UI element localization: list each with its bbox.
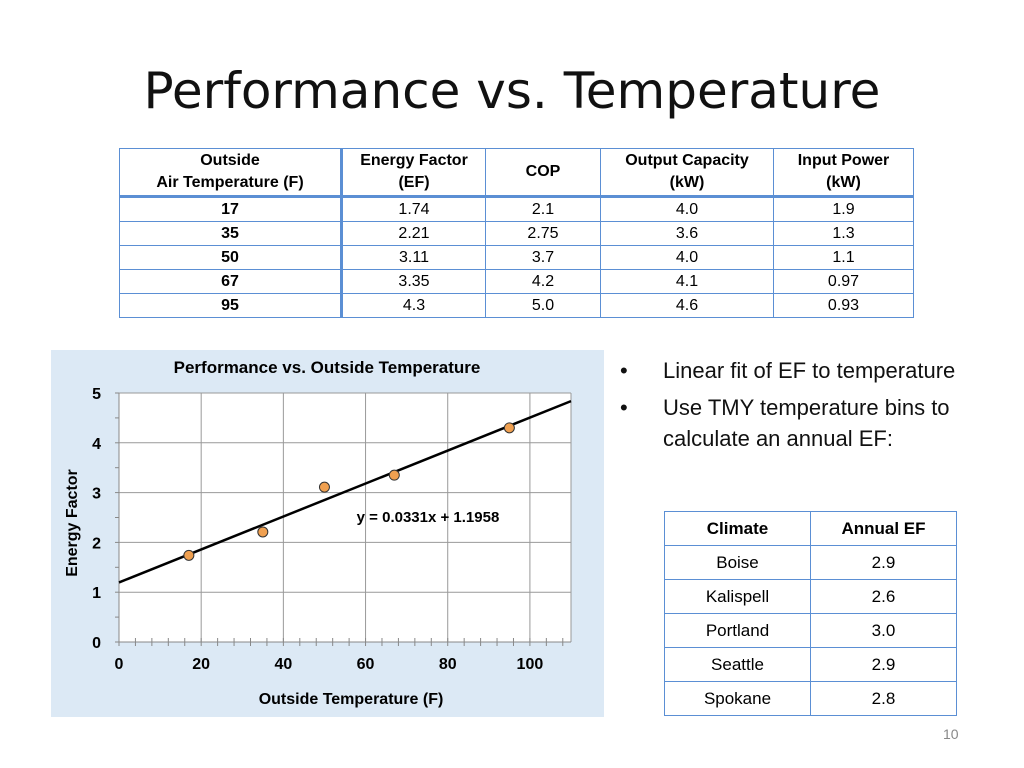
table-row: Seattle 2.9: [664, 647, 957, 682]
table-row: Boise 2.9: [664, 545, 957, 580]
x-tick-label: 100: [517, 656, 544, 673]
table-cell: 1.1: [773, 245, 914, 270]
table-cell: 2.1: [485, 196, 601, 222]
table-cell: 1.3: [773, 221, 914, 246]
table-cell: 4.0: [600, 196, 774, 222]
y-tick-label: 1: [92, 585, 101, 602]
table-cell: 2.9: [810, 545, 957, 580]
table-cell: Spokane: [664, 681, 811, 716]
table-row: 67 3.35 4.2 4.1 0.97: [119, 269, 914, 294]
table-cell: 2.9: [810, 647, 957, 682]
x-tick-label: 80: [439, 656, 457, 673]
header-output-capacity: Output Capacity (kW): [600, 148, 774, 197]
table-cell: 3.6: [600, 221, 774, 246]
header-climate: Climate: [664, 511, 811, 546]
trendline-equation: y = 0.0331x + 1.1958: [357, 509, 500, 526]
bullet-item: Use TMY temperature bins to calculate an…: [620, 392, 1000, 454]
bullet-item: Linear fit of EF to temperature: [620, 355, 1000, 386]
page-number: 10: [943, 726, 959, 742]
climate-table: Climate Annual EF Boise 2.9 Kalispell 2.…: [664, 511, 957, 716]
y-tick-label: 3: [92, 486, 101, 503]
table-cell: 4.1: [600, 269, 774, 294]
data-point: [388, 469, 400, 481]
header-outside-temp: Outside Air Temperature (F): [119, 148, 343, 197]
slide-title: Performance vs. Temperature: [143, 62, 881, 120]
table-cell: 3.11: [341, 245, 486, 270]
table-cell: 17: [119, 196, 343, 222]
table-cell: 3.0: [810, 613, 957, 648]
table-cell: 2.6: [810, 579, 957, 614]
data-point: [183, 549, 195, 561]
table-cell: 1.74: [341, 196, 486, 222]
x-axis-label: Outside Temperature (F): [259, 691, 444, 708]
table-cell: 1.9: [773, 196, 914, 222]
table-cell: 4.3: [341, 293, 486, 318]
table-cell: 2.21: [341, 221, 486, 246]
y-axis-label: Energy Factor: [64, 469, 81, 577]
y-tick-label: 2: [92, 535, 101, 552]
table-cell: 0.97: [773, 269, 914, 294]
x-tick-label: 20: [192, 656, 210, 673]
table-cell: 3.7: [485, 245, 601, 270]
table-row: 35 2.21 2.75 3.6 1.3: [119, 221, 914, 246]
table-cell: 2.8: [810, 681, 957, 716]
table-cell: 0.93: [773, 293, 914, 318]
chart-panel: 0 20 40 60 80 100 0 1 2 3 4 5 Performance vs. Outsid…: [51, 350, 604, 717]
table-cell: 5.0: [485, 293, 601, 318]
table-cell: Portland: [664, 613, 811, 648]
data-point: [318, 481, 330, 493]
scatter-chart: 0 20 40 60 80 100 0 1 2 3 4 5 Performance vs. Outsid…: [64, 358, 572, 708]
table-cell: Boise: [664, 545, 811, 580]
table-row: 50 3.11 3.7 4.0 1.1: [119, 245, 914, 270]
performance-table: Outside Air Temperature (F) Energy Facto…: [119, 148, 914, 318]
header-energy-factor: Energy Factor (EF): [341, 148, 486, 197]
y-tick-label: 0: [92, 635, 101, 652]
table-cell: 2.75: [485, 221, 601, 246]
trendline: [118, 399, 572, 584]
x-tick-label: 60: [357, 656, 375, 673]
chart-title: Performance vs. Outside Temperature: [174, 358, 481, 377]
header-annual-ef: Annual EF: [810, 511, 957, 546]
table-cell: 35: [119, 221, 343, 246]
table-cell: 50: [119, 245, 343, 270]
table-cell: 67: [119, 269, 343, 294]
table-header-row: Outside Air Temperature (F) Energy Facto…: [119, 148, 914, 197]
table-cell: 4.6: [600, 293, 774, 318]
table-cell: Kalispell: [664, 579, 811, 614]
table-cell: 95: [119, 293, 343, 318]
table-row: 95 4.3 5.0 4.6 0.93: [119, 293, 914, 318]
table-header-row: Climate Annual EF: [664, 511, 957, 546]
header-input-power: Input Power (kW): [773, 148, 914, 197]
y-tick-label: 4: [92, 436, 101, 453]
x-tick-label: 40: [274, 656, 292, 673]
data-point: [257, 526, 269, 538]
table-cell: 4.0: [600, 245, 774, 270]
table-cell: 4.2: [485, 269, 601, 294]
table-row: Kalispell 2.6: [664, 579, 957, 614]
bullet-list: Linear fit of EF to temperature Use TMY …: [620, 355, 1000, 460]
table-cell: 3.35: [341, 269, 486, 294]
table-row: Spokane 2.8: [664, 681, 957, 716]
plot-area: [119, 393, 571, 642]
header-cop: COP: [485, 148, 601, 197]
table-cell: Seattle: [664, 647, 811, 682]
data-point: [503, 422, 515, 434]
y-tick-label: 5: [92, 386, 101, 403]
x-tick-label: 0: [115, 656, 124, 673]
table-row: Portland 3.0: [664, 613, 957, 648]
table-row: 17 1.74 2.1 4.0 1.9: [119, 196, 914, 222]
